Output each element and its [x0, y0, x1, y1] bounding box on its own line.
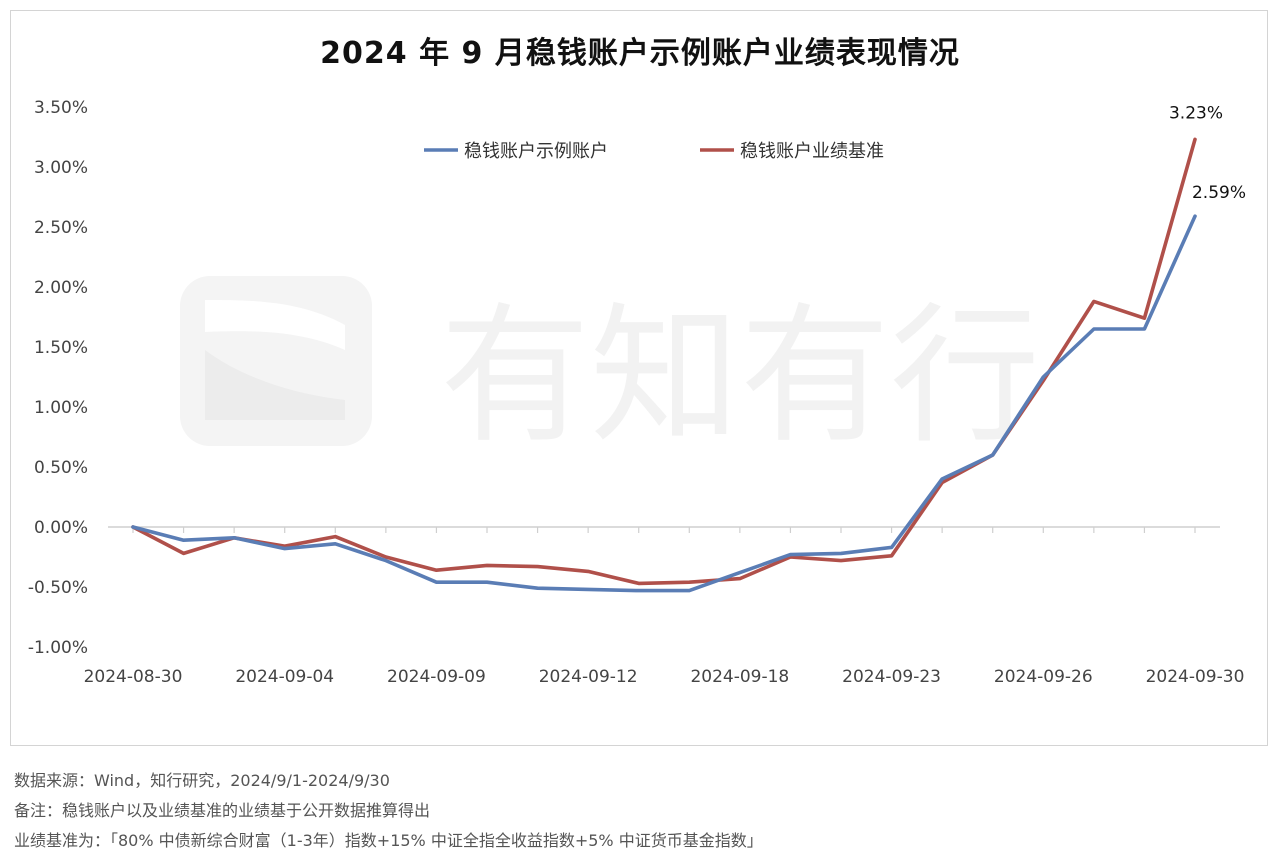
chart-title: 2024 年 9 月稳钱账户示例账户业绩表现情况: [320, 36, 960, 71]
x-tick-label: 2024-09-26: [994, 667, 1093, 687]
axes: 3.50% 3.00% 2.50% 2.00% 1.50% 1.00% 0.50% 0.00%…: [28, 98, 1245, 687]
watermark: 有知有行: [180, 276, 1040, 464]
series-line-0: [131, 214, 1197, 593]
x-tick-label: 2024-09-12: [539, 667, 638, 687]
y-tick-label: 3.00%: [34, 158, 88, 178]
y-tick-label: 2.00%: [34, 278, 88, 298]
y-tick-label: -1.00%: [28, 638, 88, 658]
watermark-text: 有知有行: [440, 290, 1040, 464]
source-note: 数据来源：Wind，知行研究，2024/9/1-2024/9/30: [14, 771, 390, 790]
y-tick-label: -0.50%: [28, 578, 88, 598]
chart-notes: 数据来源：Wind，知行研究，2024/9/1-2024/9/30 备注：稳钱账…: [14, 766, 763, 856]
y-tick-label: 0.50%: [34, 458, 88, 478]
x-tick-label: 2024-09-09: [387, 667, 486, 687]
y-tick-label: 2.50%: [34, 218, 88, 238]
benchmark-note: 业绩基准为：「80% 中债新综合财富（1-3年）指数+15% 中证全指全收益指数…: [14, 831, 763, 850]
legend-label: 稳钱账户业绩基准: [740, 141, 884, 162]
y-tick-label: 0.00%: [34, 518, 88, 538]
y-tick-label: 1.50%: [34, 338, 88, 358]
x-tick-label: 2024-09-23: [842, 667, 941, 687]
legend-label: 稳钱账户示例账户: [464, 141, 608, 162]
end-data-label: 3.23%: [1169, 103, 1223, 123]
end-data-label: 2.59%: [1192, 183, 1246, 203]
remark-note: 备注：稳钱账户以及业绩基准的业绩基于公开数据推算得出: [14, 801, 431, 820]
series-layer: [131, 137, 1197, 593]
x-tick-label: 2024-08-30: [84, 667, 183, 687]
watermark-logo-icon: [180, 276, 372, 446]
y-tick-label: 1.00%: [34, 398, 88, 418]
data-labels: 2.59% 3.23%: [1169, 103, 1246, 203]
x-tick-label: 2024-09-30: [1146, 667, 1245, 687]
x-tick-label: 2024-09-04: [235, 667, 334, 687]
legend: 稳钱账户示例账户 稳钱账户业绩基准: [424, 141, 884, 162]
x-tick-label: 2024-09-18: [690, 667, 789, 687]
y-tick-label: 3.50%: [34, 98, 88, 118]
